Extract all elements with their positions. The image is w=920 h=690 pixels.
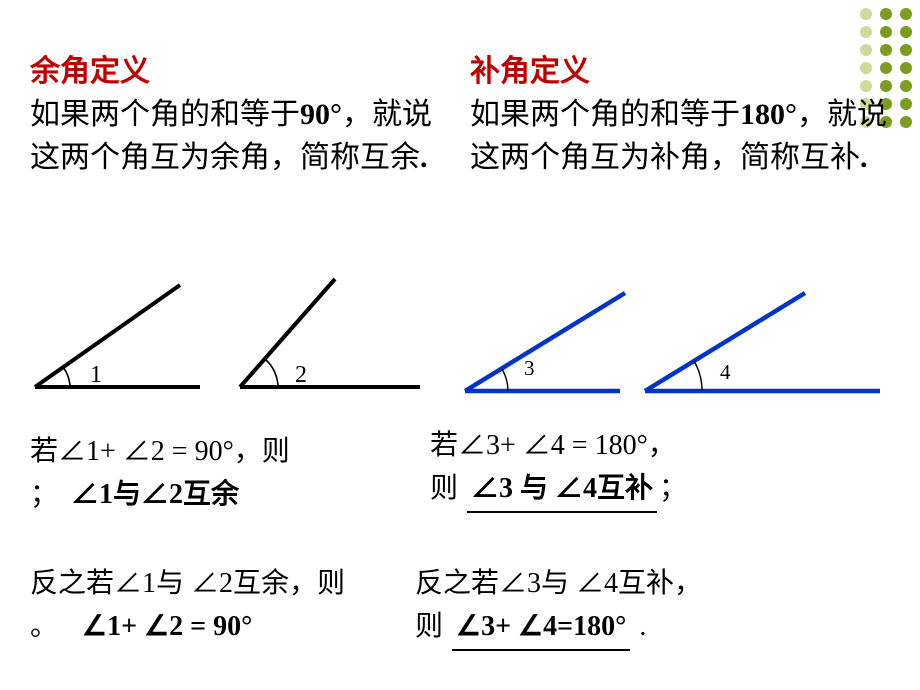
def-text: 如果两个角的和等于: [30, 98, 300, 131]
semi: ；: [659, 473, 687, 504]
dot: [880, 26, 892, 38]
supplementary-if-then: 若∠3+ ∠4 = 180°， 则 ∠3 与 ∠4互补；: [430, 424, 870, 513]
converse-text: 反之若∠3与 ∠4互补，: [415, 568, 702, 599]
angle-1-group: [35, 285, 200, 387]
dot-col: [900, 8, 912, 128]
dot: [880, 8, 892, 20]
dot: 。: [30, 611, 58, 642]
then-word: 则: [415, 611, 443, 642]
supplementary-definition: 如果两个角的和等于180°，就说这两个角互为补角，简称互补.: [470, 94, 890, 179]
dot: [900, 44, 912, 56]
diagrams-row: 1 2 3 4: [30, 275, 890, 405]
supplementary-heading: 补角定义: [470, 46, 890, 90]
fill-answer: ∠3+ ∠4=180°: [452, 605, 630, 650]
dot: [900, 116, 912, 128]
def-period: .: [420, 141, 428, 174]
if-text: 若∠1+ ∠2 = 90°，则: [30, 436, 290, 467]
angle-3-arc: [502, 369, 508, 391]
if-text: 若∠3+ ∠4 = 180°，: [430, 430, 676, 461]
angle-4-arc: [694, 361, 702, 391]
fill-answer: ∠1与∠2互余: [67, 473, 243, 516]
fill-answer: ∠1+ ∠2 = 90°: [78, 605, 256, 648]
angle-diagrams: 1 2 3 4: [30, 275, 890, 405]
dot: [900, 98, 912, 110]
angle-1-label: 1: [90, 362, 102, 388]
def-period: .: [860, 141, 868, 174]
complementary-definition: 如果两个角的和等于90°，就说这两个角互为余角，简称互余.: [30, 94, 450, 179]
converse-text: 反之若∠1与 ∠2互余，则: [30, 568, 345, 599]
dot: [900, 80, 912, 92]
angle-3-label: 3: [524, 356, 535, 380]
complementary-if-then: 若∠1+ ∠2 = 90°，则 ； ∠1与∠2互余: [30, 430, 430, 517]
definitions-row: 余角定义 如果两个角的和等于90°，就说这两个角互为余角，简称互余. 补角定义 …: [30, 46, 890, 179]
angle-2-label: 2: [295, 362, 307, 388]
complementary-converse: 反之若∠1与 ∠2互余，则 。 ∠1+ ∠2 = 90°: [30, 562, 440, 649]
angle-4-group: [645, 293, 880, 391]
def-bold: 180°: [740, 98, 797, 131]
supplementary-converse: 反之若∠3与 ∠4互补， 则 ∠3+ ∠4=180° .: [415, 562, 885, 651]
period: .: [639, 611, 646, 642]
angle-3-group: [465, 293, 625, 391]
def-text: 如果两个角的和等于: [470, 98, 740, 131]
supplementary-column: 补角定义 如果两个角的和等于180°，就说这两个角互为补角，简称互补.: [470, 46, 890, 179]
dot: [860, 26, 872, 38]
angle-4-label: 4: [720, 360, 731, 384]
complementary-column: 余角定义 如果两个角的和等于90°，就说这两个角互为余角，简称互余.: [30, 46, 450, 179]
complementary-heading: 余角定义: [30, 46, 450, 90]
semi: ；: [30, 479, 58, 510]
fill-answer: ∠3 与 ∠4互补: [467, 467, 657, 512]
angle-2-group: [240, 279, 420, 387]
dot: [900, 62, 912, 74]
dot: [900, 26, 912, 38]
def-bold: 90°: [300, 98, 342, 131]
dot: [860, 8, 872, 20]
dot: [900, 8, 912, 20]
then-word: 则: [430, 473, 458, 504]
